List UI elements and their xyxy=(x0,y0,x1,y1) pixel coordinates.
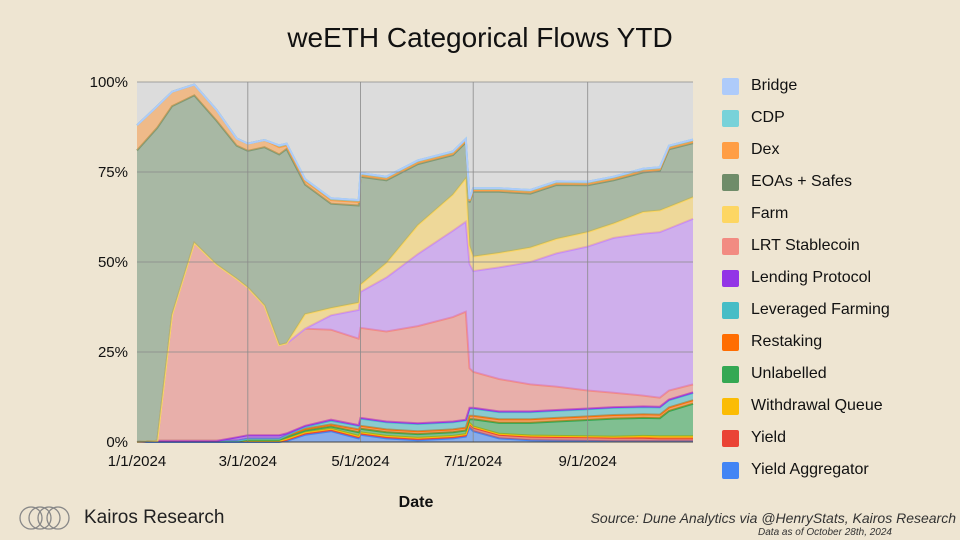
legend-item-withdrawal-queue: Withdrawal Queue xyxy=(722,390,890,422)
legend-swatch xyxy=(722,237,739,255)
y-tick-label: 100% xyxy=(90,74,128,91)
legend-label: Leveraged Farming xyxy=(751,301,890,318)
x-axis-label: Date xyxy=(398,494,434,511)
legend-swatch xyxy=(722,365,739,383)
kairos-logo-icon xyxy=(19,506,70,530)
legend-item-cdp: CDP xyxy=(722,102,890,134)
chart-title: weETH Categorical Flows YTD xyxy=(287,22,673,53)
x-tick-label: 3/1/2024 xyxy=(219,453,277,470)
area-restaking xyxy=(137,400,693,442)
legend-swatch xyxy=(722,461,739,479)
legend-swatch xyxy=(722,269,739,287)
source-note: Source: Dune Analytics via @HenryStats, … xyxy=(590,510,956,526)
area-eoas-safes xyxy=(137,95,693,443)
x-tick-label: 1/1/2024 xyxy=(108,453,166,470)
y-tick-label: 75% xyxy=(98,164,128,181)
y-tick-label: 25% xyxy=(98,344,128,361)
legend-swatch xyxy=(722,429,739,447)
legend-item-dex: Dex xyxy=(722,134,890,166)
y-tick-label: 50% xyxy=(98,254,128,271)
legend-swatch xyxy=(722,109,739,127)
legend-swatch xyxy=(722,301,739,319)
area-unlabelled xyxy=(137,403,693,442)
legend-swatch xyxy=(722,141,739,159)
legend-label: Unlabelled xyxy=(751,365,827,382)
x-tick-label: 5/1/2024 xyxy=(331,453,389,470)
x-tick-label: 7/1/2024 xyxy=(444,453,502,470)
legend-swatch xyxy=(722,333,739,351)
line-bridge xyxy=(136,83,694,202)
data-date-note: Data as of October 28th, 2024 xyxy=(758,527,892,538)
x-tick-label: 9/1/2024 xyxy=(559,453,617,470)
legend-label: Restaking xyxy=(751,333,823,350)
legend-item-yield-aggregator: Yield Aggregator xyxy=(722,454,890,486)
legend-label: EOAs + Safes xyxy=(751,173,852,190)
legend-label: Bridge xyxy=(751,77,798,94)
legend-label: Yield Aggregator xyxy=(751,461,869,478)
x-axis-ticks: 1/1/2024 3/1/2024 5/1/2024 7/1/2024 9/1/2024 xyxy=(108,453,617,470)
legend-label: Yield xyxy=(751,429,786,446)
legend-item-farm: Farm xyxy=(722,198,890,230)
legend-item-bridge: Bridge xyxy=(722,70,890,102)
area-lrt-stablecoin- xyxy=(137,218,693,442)
legend-item-lrt-stablecoin: LRT Stablecoin xyxy=(722,230,890,262)
stacked-areas xyxy=(136,83,694,443)
legend-label: CDP xyxy=(751,109,785,126)
area-lrt-stablecoin xyxy=(137,242,693,442)
legend-label: Withdrawal Queue xyxy=(751,397,883,414)
gridlines xyxy=(137,81,693,443)
area-farm xyxy=(137,178,693,442)
legend: Bridge CDP Dex EOAs + Safes Farm LRT Stableco… xyxy=(722,70,890,486)
legend-item-unlabelled: Unlabelled xyxy=(722,358,890,390)
brand-name: Kairos Research xyxy=(84,507,225,528)
legend-item-eoas-safes: EOAs + Safes xyxy=(722,166,890,198)
legend-label: Lending Protocol xyxy=(751,269,872,286)
legend-label: LRT Stablecoin xyxy=(751,237,860,254)
legend-item-yield: Yield xyxy=(722,422,890,454)
brand-logo: Kairos Research xyxy=(18,505,224,531)
legend-item-leveraged-farming: Leveraged Farming xyxy=(722,294,890,326)
y-axis-ticks: 0% 25% 50% 75% 100% xyxy=(90,74,128,451)
legend-label: Farm xyxy=(751,205,789,222)
legend-label: Dex xyxy=(751,141,780,158)
legend-item-restaking: Restaking xyxy=(722,326,890,358)
legend-swatch xyxy=(722,397,739,415)
legend-swatch xyxy=(722,205,739,223)
legend-item-lending-protocol: Lending Protocol xyxy=(722,262,890,294)
legend-swatch xyxy=(722,173,739,191)
legend-swatch xyxy=(722,77,739,95)
y-tick-label: 0% xyxy=(106,434,128,451)
